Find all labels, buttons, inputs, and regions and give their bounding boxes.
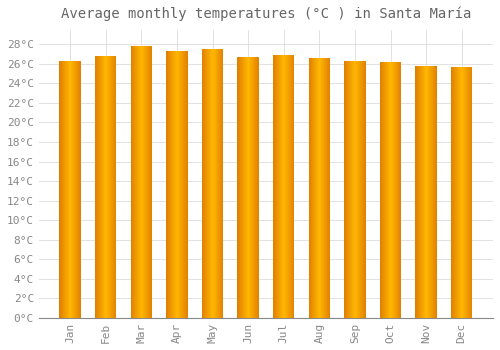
Title: Average monthly temperatures (°C ) in Santa María: Average monthly temperatures (°C ) in Sa…: [60, 7, 471, 21]
